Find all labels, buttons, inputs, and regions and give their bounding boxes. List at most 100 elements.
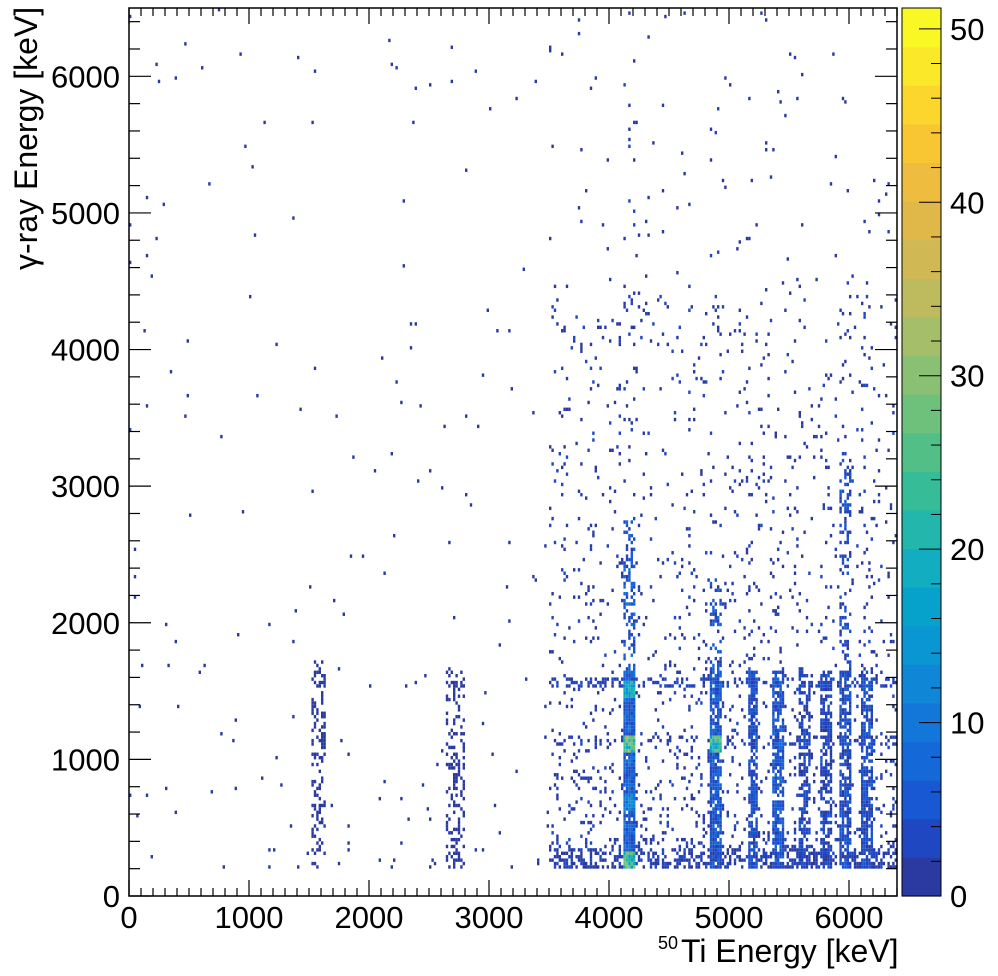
- heatmap-cell: [731, 465, 734, 470]
- heatmap-cell: [873, 516, 876, 521]
- heatmap-cell: [755, 790, 758, 794]
- heatmap-cell: [585, 359, 588, 364]
- heatmap-cell: [822, 718, 825, 722]
- heatmap-cell: [642, 496, 645, 500]
- heatmap-cell: [873, 855, 876, 859]
- heatmap-cell: [330, 803, 333, 808]
- heatmap-cell: [748, 411, 751, 415]
- heatmap-cell: [882, 363, 885, 367]
- heatmap-cell: [769, 595, 773, 599]
- heatmap-cell: [431, 858, 434, 862]
- heatmap-cell: [863, 793, 866, 797]
- heatmap-cell: [779, 820, 782, 825]
- heatmap-cell: [623, 704, 626, 709]
- heatmap-cell: [714, 687, 717, 692]
- heatmap-cell: [628, 837, 631, 842]
- heatmap-cell: [688, 544, 691, 548]
- heatmap-cell: [594, 865, 597, 869]
- heatmap-cell: [628, 817, 631, 821]
- heatmap-cell: [313, 824, 317, 828]
- heatmap-cell: [863, 615, 866, 620]
- heatmap-cell: [827, 745, 830, 750]
- heatmap-cell: [726, 742, 729, 746]
- heatmap-cell: [885, 520, 888, 524]
- heatmap-cell: [846, 865, 849, 869]
- heatmap-cell: [623, 844, 626, 849]
- heatmap-cell: [580, 684, 583, 688]
- heatmap-cell: [803, 732, 806, 736]
- heatmap-cell: [666, 482, 669, 487]
- heatmap-cell: [825, 714, 828, 719]
- heatmap-cell: [628, 735, 631, 739]
- heatmap-cell: [683, 776, 686, 780]
- heatmap-cell: [822, 728, 825, 733]
- heatmap-cell: [649, 339, 653, 343]
- heatmap-cell: [870, 421, 873, 425]
- heatmap-cell: [685, 752, 689, 756]
- heatmap-cell: [697, 790, 701, 794]
- heatmap-cell: [654, 732, 657, 736]
- heatmap-cell: [779, 841, 782, 845]
- heatmap-cell: [839, 858, 842, 862]
- heatmap-cell: [789, 773, 792, 777]
- heatmap-cell: [877, 438, 881, 442]
- heatmap-cell: [594, 684, 597, 688]
- heatmap-cell: [630, 848, 633, 852]
- heatmap-cell: [858, 810, 861, 815]
- heatmap-cell: [633, 612, 636, 616]
- heatmap-cell: [189, 513, 192, 517]
- heatmap-cell: [661, 701, 665, 705]
- heatmap-cell: [597, 769, 600, 774]
- heatmap-cell: [719, 352, 722, 357]
- heatmap-cell: [563, 636, 566, 640]
- heatmap-cell: [633, 619, 636, 623]
- heatmap-cell: [645, 841, 648, 845]
- heatmap-cell: [640, 742, 643, 746]
- heatmap-cell: [709, 738, 713, 743]
- heatmap-cell: [822, 670, 825, 674]
- heatmap-cell: [743, 332, 746, 336]
- heatmap-cell: [709, 721, 713, 726]
- heatmap-cell: [570, 704, 573, 709]
- heatmap-cell: [460, 790, 463, 794]
- heatmap-cell: [887, 861, 890, 866]
- heatmap-cell: [702, 680, 705, 685]
- heatmap-cell: [808, 714, 811, 719]
- heatmap-cell: [599, 776, 602, 780]
- heatmap-cell: [801, 793, 804, 797]
- heatmap-cell: [712, 834, 715, 838]
- heatmap-cell: [143, 329, 146, 333]
- heatmap-cell: [714, 844, 717, 849]
- heatmap-cell: [313, 680, 317, 685]
- heatmap-cell: [690, 865, 693, 869]
- heatmap-cell: [717, 329, 720, 333]
- heatmap-cell: [853, 865, 857, 869]
- heatmap-cell: [551, 752, 554, 756]
- heatmap-cell: [589, 865, 593, 869]
- heatmap-cell: [563, 325, 566, 330]
- heatmap-cell: [772, 769, 775, 774]
- heatmap-cell: [757, 588, 761, 593]
- heatmap-cell: [892, 786, 895, 791]
- heatmap-cell: [693, 844, 696, 849]
- heatmap-cell: [748, 742, 751, 746]
- heatmap-cell: [733, 479, 737, 483]
- heatmap-cell: [868, 776, 871, 780]
- heatmap-cell: [793, 848, 797, 852]
- heatmap-cell: [858, 684, 861, 688]
- heatmap-cell: [469, 503, 473, 507]
- heatmap-cell: [313, 790, 317, 794]
- heatmap-cell: [714, 308, 717, 312]
- heatmap-cell: [705, 677, 708, 681]
- heatmap-cell: [618, 844, 621, 849]
- heatmap-cell: [721, 831, 725, 835]
- heatmap-cell: [628, 578, 631, 582]
- heatmap-cell: [863, 714, 866, 719]
- heatmap-cell: [709, 783, 713, 787]
- heatmap-cell: [839, 639, 842, 644]
- heatmap-cell: [731, 489, 734, 493]
- heatmap-cell: [621, 557, 624, 562]
- heatmap-cell: [611, 865, 614, 869]
- heatmap-cell: [808, 697, 811, 702]
- heatmap-cell: [781, 793, 785, 797]
